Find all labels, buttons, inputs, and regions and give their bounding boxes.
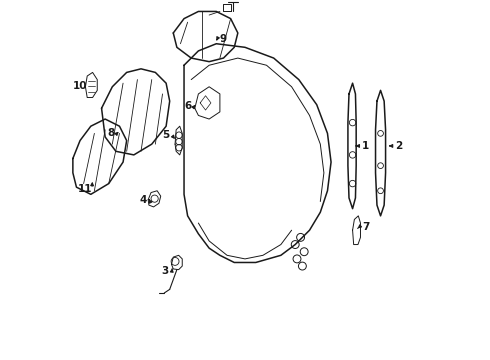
Text: 9: 9 bbox=[220, 35, 227, 44]
Text: 6: 6 bbox=[184, 102, 191, 112]
Text: 4: 4 bbox=[139, 195, 147, 205]
Text: 3: 3 bbox=[162, 266, 169, 276]
Text: 5: 5 bbox=[162, 130, 169, 140]
Text: 11: 11 bbox=[78, 184, 93, 194]
Text: 1: 1 bbox=[362, 141, 369, 151]
Text: 10: 10 bbox=[73, 81, 87, 91]
Text: 7: 7 bbox=[363, 222, 370, 231]
Text: 8: 8 bbox=[107, 129, 114, 138]
Text: 2: 2 bbox=[395, 141, 403, 151]
